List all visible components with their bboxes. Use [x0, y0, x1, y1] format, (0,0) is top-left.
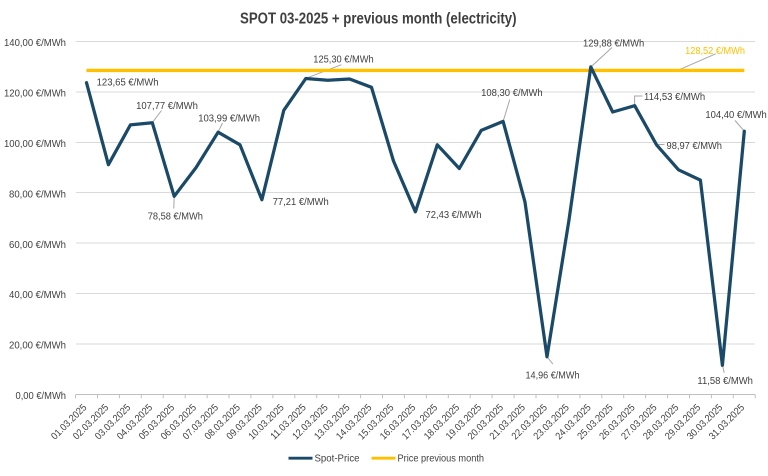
svg-text:103,99 €/MWh: 103,99 €/MWh — [198, 114, 260, 125]
svg-text:SPOT 03-2025 + previous month: SPOT 03-2025 + previous month (electrici… — [240, 11, 517, 28]
svg-text:120,00 €/MWh: 120,00 €/MWh — [4, 89, 66, 100]
svg-text:60,00 €/MWh: 60,00 €/MWh — [9, 240, 66, 251]
svg-text:128,52 €/MWh: 128,52 €/MWh — [685, 46, 745, 57]
svg-text:0,00 €/MWh: 0,00 €/MWh — [16, 391, 67, 402]
svg-text:129,88 €/MWh: 129,88 €/MWh — [583, 39, 644, 50]
svg-text:100,00 €/MWh: 100,00 €/MWh — [4, 139, 66, 150]
svg-text:40,00 €/MWh: 40,00 €/MWh — [9, 290, 66, 301]
svg-text:14,96 €/MWh: 14,96 €/MWh — [526, 370, 580, 381]
svg-text:114,53 €/MWh: 114,53 €/MWh — [644, 92, 705, 103]
svg-text:78,58 €/MWh: 78,58 €/MWh — [148, 211, 203, 222]
svg-text:72,43 €/MWh: 72,43 €/MWh — [426, 210, 482, 221]
svg-text:98,97 €/MWh: 98,97 €/MWh — [667, 141, 723, 152]
svg-text:Spot-Price: Spot-Price — [315, 454, 360, 465]
svg-text:140,00 €/MWh: 140,00 €/MWh — [4, 38, 66, 49]
svg-text:11,58 €/MWh: 11,58 €/MWh — [697, 376, 753, 387]
svg-text:108,30 €/MWh: 108,30 €/MWh — [481, 88, 543, 99]
svg-text:Price previous month: Price previous month — [398, 454, 485, 465]
svg-text:104,40 €/MWh: 104,40 €/MWh — [705, 110, 766, 121]
svg-text:20,00 €/MWh: 20,00 €/MWh — [9, 341, 66, 352]
svg-text:80,00 €/MWh: 80,00 €/MWh — [9, 189, 66, 200]
svg-text:77,21 €/MWh: 77,21 €/MWh — [273, 197, 329, 208]
svg-text:123,65 €/MWh: 123,65 €/MWh — [97, 78, 159, 89]
svg-text:107,77 €/MWh: 107,77 €/MWh — [136, 101, 198, 112]
svg-text:125,30 €/MWh: 125,30 €/MWh — [313, 55, 373, 66]
